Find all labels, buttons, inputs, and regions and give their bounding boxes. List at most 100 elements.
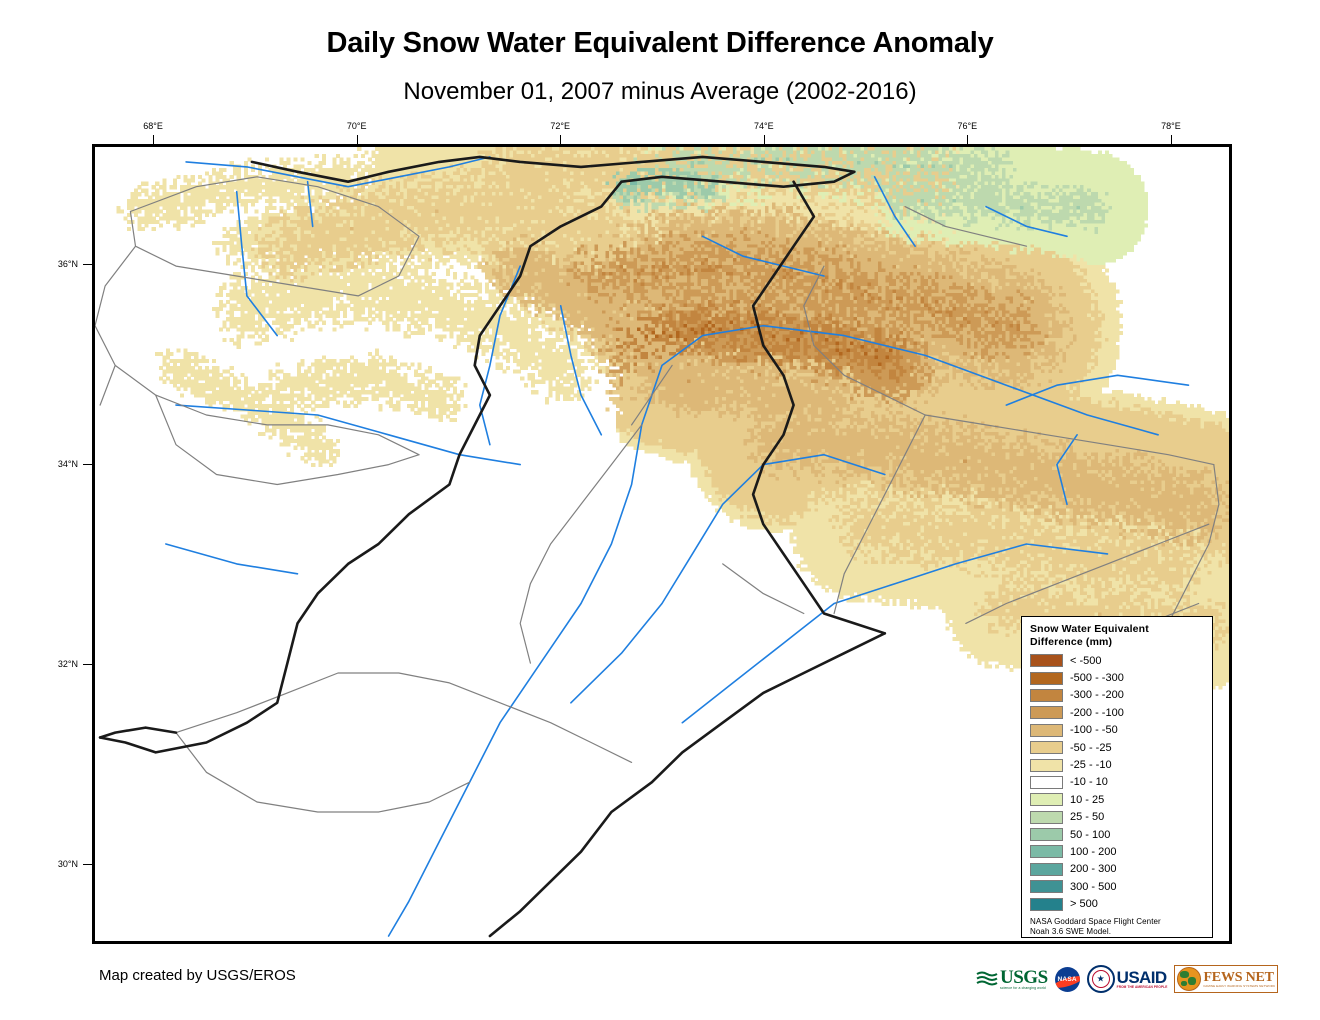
legend-swatch — [1030, 880, 1063, 894]
legend-class-list: < -500 -500 - -300 -300 - -200 -200 - -100 -… — [1030, 652, 1212, 913]
legend-row: 50 - 100 — [1030, 826, 1212, 843]
international-boundaries-path — [751, 180, 887, 635]
legend-source-note: NASA Goddard Space Flight Center Noah 3.… — [1030, 917, 1212, 937]
lon-tick-label-3: 74°E — [754, 121, 774, 131]
legend-title: Snow Water Equivalent Difference (mm) — [1030, 623, 1212, 649]
rivers-path — [985, 205, 1068, 238]
legend-label: -10 - 10 — [1070, 776, 1108, 788]
usaid-logo-text: USAID — [1117, 969, 1168, 986]
usgs-logo-tagline: science for a changing world — [1000, 986, 1048, 990]
legend-label: -25 - -10 — [1070, 759, 1112, 771]
legend-row: 200 - 300 — [1030, 861, 1212, 878]
international-boundaries-layer — [98, 155, 887, 938]
legend-title-line2: Difference (mm) — [1030, 636, 1212, 649]
rivers-path — [165, 543, 299, 575]
rivers-path — [570, 453, 886, 704]
admin-boundaries-path — [965, 523, 1210, 624]
lon-tick-mark-3 — [763, 135, 765, 144]
admin-boundaries-path — [803, 265, 926, 416]
usaid-logo-tagline: FROM THE AMERICAN PEOPLE — [1117, 985, 1168, 989]
legend-swatch — [1030, 897, 1063, 911]
lat-tick-label-0: 36°N — [58, 259, 78, 269]
legend-label: -500 - -300 — [1070, 672, 1124, 684]
lon-tick-mark-1 — [356, 135, 358, 144]
legend-label: 50 - 100 — [1070, 829, 1110, 841]
legend-label: -200 - -100 — [1070, 707, 1124, 719]
legend-swatch — [1030, 845, 1063, 859]
lon-tick-label-1: 70°E — [347, 121, 367, 131]
usaid-logo[interactable]: ★ USAID FROM THE AMERICAN PEOPLE — [1086, 964, 1168, 994]
international-boundaries-path — [98, 180, 623, 754]
lat-tick-mark-0 — [83, 264, 92, 265]
international-boundaries-path — [98, 726, 178, 739]
fews-globe-icon — [1177, 967, 1202, 991]
usaid-seal-inner — [1091, 970, 1110, 988]
rivers-path — [479, 265, 521, 446]
rivers-path — [185, 156, 491, 188]
legend-label: < -500 — [1070, 655, 1102, 667]
rivers-path — [559, 305, 603, 436]
legend-swatch — [1030, 793, 1063, 807]
admin-boundaries-path — [175, 732, 471, 813]
admin-boundaries-path — [833, 414, 926, 615]
legend-swatch — [1030, 741, 1063, 755]
lat-tick-mark-2 — [83, 664, 92, 665]
nasa-logo-text: NASA — [1055, 967, 1080, 992]
legend-swatch — [1030, 775, 1063, 789]
lon-tick-mark-2 — [560, 135, 562, 144]
rivers-path — [306, 180, 314, 228]
admin-boundaries-path — [722, 563, 805, 615]
legend-label: 200 - 300 — [1070, 863, 1116, 875]
legend-row: -300 - -200 — [1030, 687, 1212, 704]
legend-label: 25 - 50 — [1070, 811, 1104, 823]
admin-boundaries-path — [155, 394, 420, 486]
lon-tick-label-2: 72°E — [550, 121, 570, 131]
legend-note-line1: NASA Goddard Space Flight Center — [1030, 917, 1212, 927]
lon-tick-label-5: 78°E — [1161, 121, 1181, 131]
legend-row: > 500 — [1030, 895, 1212, 912]
legend-row: -50 - -25 — [1030, 739, 1212, 756]
admin-boundaries-path — [519, 424, 643, 664]
lat-tick-label-3: 30°N — [58, 859, 78, 869]
lat-tick-label-1: 34°N — [58, 459, 78, 469]
legend-label: > 500 — [1070, 898, 1098, 910]
legend-row: -200 - -100 — [1030, 704, 1212, 721]
admin-boundaries-path — [129, 176, 420, 297]
legend-title-line1: Snow Water Equivalent — [1030, 623, 1212, 636]
rivers-path — [1056, 434, 1078, 506]
legend-swatch — [1030, 654, 1063, 668]
legend-label: -100 - -50 — [1070, 724, 1118, 736]
lat-tick-mark-1 — [83, 464, 92, 465]
legend-swatch — [1030, 758, 1063, 772]
admin-boundaries-path — [99, 364, 116, 406]
nasa-logo[interactable]: NASA — [1054, 964, 1080, 994]
usaid-star-icon: ★ — [1097, 974, 1105, 984]
admin-boundaries-path — [1167, 464, 1220, 624]
admin-boundaries-path — [175, 672, 633, 763]
legend-row: 100 - 200 — [1030, 843, 1212, 860]
fews-logo[interactable]: FEWS NET FAMINE EARLY WARNING SYSTEMS NE… — [1174, 964, 1279, 994]
usaid-seal-icon: ★ — [1086, 965, 1115, 993]
lon-tick-label-0: 68°E — [143, 121, 163, 131]
lon-tick-mark-0 — [153, 135, 155, 144]
legend-swatch — [1030, 688, 1063, 702]
legend-label: 10 - 25 — [1070, 794, 1104, 806]
fews-logo-tagline: FAMINE EARLY WARNING SYSTEMS NETWORK — [1203, 984, 1275, 988]
legend-swatch — [1030, 810, 1063, 824]
fews-logo-text: FEWS NET — [1203, 970, 1275, 984]
lat-tick-label-2: 32°N — [58, 659, 78, 669]
legend-label: 100 - 200 — [1070, 846, 1116, 858]
map-legend: Snow Water Equivalent Difference (mm) < … — [1021, 616, 1213, 938]
international-boundaries-path — [488, 632, 887, 938]
legend-swatch — [1030, 723, 1063, 737]
nasa-meatball-icon: NASA — [1054, 966, 1080, 992]
legend-swatch — [1030, 671, 1063, 685]
usgs-logo[interactable]: USGS science for a changing world — [976, 964, 1048, 994]
swe-anomaly-raster — [116, 147, 1229, 690]
rivers-layer — [165, 156, 1210, 937]
legend-row: -25 - -10 — [1030, 756, 1212, 773]
legend-row: -100 - -50 — [1030, 722, 1212, 739]
legend-row: 300 - 500 — [1030, 878, 1212, 895]
rivers-path — [175, 404, 521, 466]
